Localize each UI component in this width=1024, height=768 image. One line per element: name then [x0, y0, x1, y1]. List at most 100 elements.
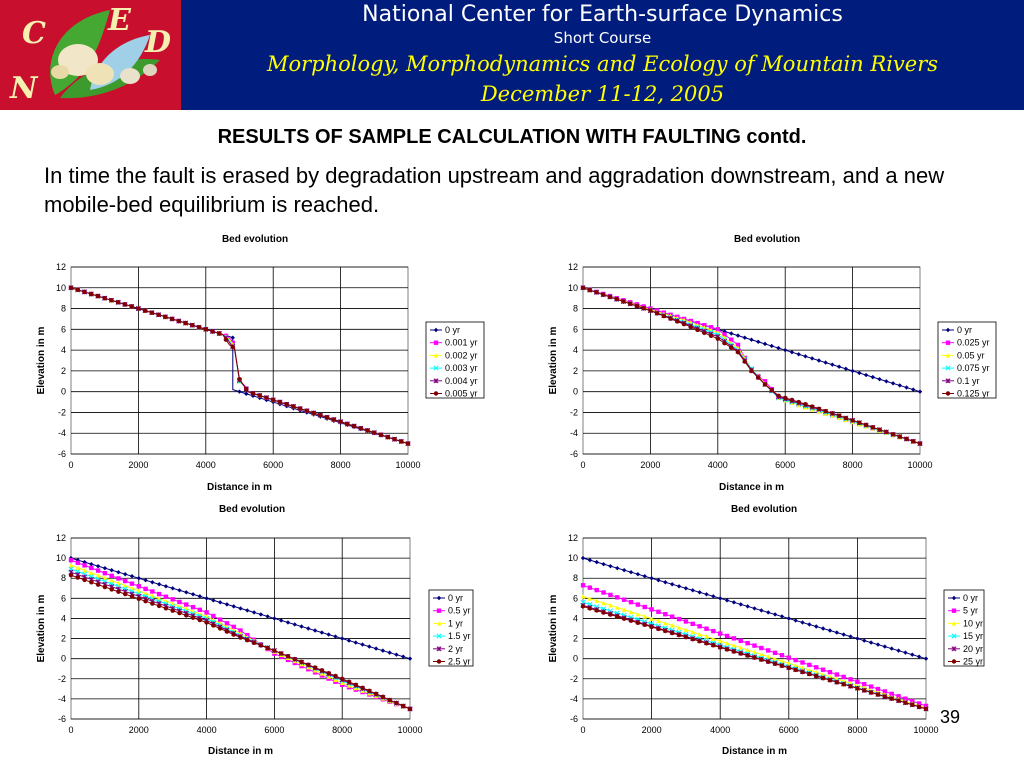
data-point — [250, 391, 256, 396]
data-point — [735, 342, 741, 348]
data-point — [607, 294, 613, 300]
data-point — [231, 632, 236, 637]
data-point — [621, 597, 627, 602]
data-point — [910, 698, 915, 704]
legend-marker — [433, 365, 439, 371]
y-tick-label: 4 — [573, 345, 578, 355]
data-point — [594, 598, 599, 603]
data-point — [580, 583, 586, 588]
data-point — [109, 578, 114, 583]
data-point — [587, 287, 592, 293]
data-point — [278, 651, 284, 656]
data-point — [870, 425, 876, 430]
legend-entry: 0.001 yr — [445, 338, 478, 348]
x-tick-label: 4000 — [710, 725, 730, 735]
data-point — [89, 570, 94, 576]
data-point — [271, 397, 276, 403]
y-tick-label: 4 — [61, 345, 66, 355]
data-point — [704, 641, 709, 646]
data-point — [587, 606, 593, 611]
data-point — [904, 385, 909, 390]
y-tick-label: 10 — [56, 553, 66, 563]
data-point — [399, 439, 404, 444]
header-banner: C E D N National Center for Earth-surfac… — [0, 0, 1024, 110]
data-point — [284, 402, 289, 407]
data-point — [752, 649, 757, 655]
data-point — [875, 686, 881, 692]
data-point — [340, 680, 345, 685]
data-point — [635, 611, 641, 617]
legend-entry: 0 yr — [957, 325, 972, 335]
data-point — [786, 616, 791, 621]
data-point — [911, 439, 916, 444]
data-point — [776, 393, 781, 399]
legend-marker — [951, 608, 957, 613]
data-point — [848, 684, 853, 689]
y-tick-label: -4 — [570, 428, 578, 438]
data-point — [203, 327, 208, 332]
data-point — [676, 632, 682, 638]
data-point — [843, 415, 849, 421]
data-point — [68, 573, 74, 578]
data-point — [68, 557, 74, 563]
data-point — [752, 606, 757, 611]
course-label: Short Course — [553, 29, 652, 47]
data-point — [621, 616, 627, 621]
legend-entry: 10 yr — [963, 618, 983, 628]
data-point — [601, 292, 606, 297]
legend-marker — [951, 633, 957, 639]
data-point — [729, 345, 734, 350]
data-point — [149, 310, 155, 315]
data-point — [836, 413, 842, 418]
data-point — [358, 426, 364, 431]
data-point — [587, 596, 593, 601]
data-point — [580, 594, 586, 599]
data-point — [731, 649, 737, 654]
data-point — [793, 667, 798, 673]
data-point — [197, 617, 203, 623]
data-point — [807, 622, 812, 627]
data-point — [841, 674, 846, 680]
data-point — [855, 679, 860, 684]
data-point — [830, 411, 835, 416]
data-point — [916, 704, 922, 710]
data-point — [708, 325, 714, 330]
data-point — [312, 665, 318, 670]
x-axis-label: Distance in m — [719, 482, 784, 493]
slide-description: In time the fault is erased by degradati… — [44, 163, 945, 217]
data-point — [116, 580, 121, 586]
legend-marker — [433, 327, 439, 333]
legend-entry: 0.025 yr — [957, 338, 990, 348]
data-point — [779, 653, 785, 658]
x-tick-label: 2000 — [642, 725, 662, 735]
data-point — [190, 615, 196, 620]
data-point — [827, 628, 833, 633]
data-point — [911, 387, 916, 392]
legend-entry: 0.002 yr — [445, 350, 478, 360]
x-tick-label: 0 — [68, 460, 73, 470]
data-point — [836, 364, 842, 369]
data-point — [769, 343, 774, 349]
data-point — [783, 395, 788, 401]
x-tick-label: 0 — [580, 460, 585, 470]
data-point — [742, 335, 747, 340]
data-point — [649, 607, 654, 612]
data-point — [738, 645, 743, 650]
data-point — [663, 620, 668, 626]
data-point — [265, 645, 270, 651]
data-point — [89, 291, 94, 297]
data-point — [823, 408, 828, 414]
organization-name: National Center for Earth-surface Dynami… — [362, 2, 843, 27]
data-point — [326, 674, 331, 679]
data-point — [594, 608, 599, 613]
data-point — [75, 560, 80, 565]
data-point — [628, 609, 634, 615]
data-point — [299, 624, 304, 629]
data-point — [272, 616, 277, 621]
data-point — [772, 650, 778, 656]
data-point — [345, 421, 350, 427]
data-point — [353, 685, 358, 691]
data-point — [143, 586, 148, 592]
data-point — [752, 655, 757, 660]
x-tick-label: 10000 — [395, 460, 420, 470]
